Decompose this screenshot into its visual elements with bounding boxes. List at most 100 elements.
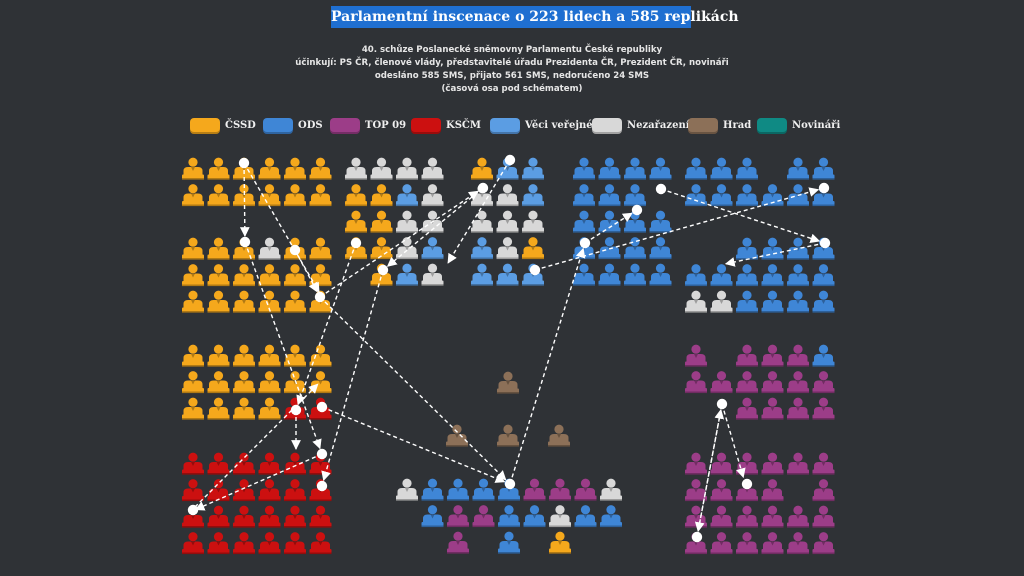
sender-node[interactable] [289, 244, 301, 256]
sender-node[interactable] [716, 398, 728, 410]
seat-cssd[interactable] [207, 371, 230, 394]
sender-node[interactable] [818, 182, 830, 194]
sender-node[interactable] [377, 264, 389, 276]
sender-node[interactable] [529, 264, 541, 276]
seat-kscm[interactable] [309, 532, 332, 555]
seat-top09[interactable] [761, 397, 784, 420]
seat-top09[interactable] [787, 344, 809, 367]
seat-cssd[interactable] [258, 344, 281, 367]
seat-cssd[interactable] [309, 157, 332, 180]
seat-top09[interactable] [761, 505, 784, 528]
seat-top09[interactable] [761, 452, 784, 475]
seat-cssd[interactable] [207, 397, 230, 420]
sender-node[interactable] [350, 237, 362, 249]
seat-ods[interactable] [498, 505, 520, 528]
seat-nez[interactable] [600, 478, 622, 501]
seat-ods[interactable] [472, 478, 495, 501]
sender-node[interactable] [631, 204, 643, 216]
seat-top09[interactable] [761, 344, 784, 367]
seat-ods[interactable] [812, 290, 835, 313]
seat-cssd[interactable] [370, 184, 393, 207]
seat-top09[interactable] [685, 505, 707, 528]
seat-ods[interactable] [649, 237, 672, 260]
seat-ods[interactable] [812, 157, 835, 180]
seat-ods[interactable] [624, 157, 646, 180]
seat-kscm[interactable] [309, 505, 332, 528]
sender-node[interactable] [314, 291, 326, 303]
seat-vv[interactable] [396, 263, 418, 286]
seat-kscm[interactable] [207, 532, 230, 555]
seat-ods[interactable] [649, 157, 672, 180]
seat-nez[interactable] [522, 210, 544, 233]
seat-cssd[interactable] [182, 184, 204, 207]
seat-vv[interactable] [522, 184, 544, 207]
seat-top09[interactable] [736, 371, 758, 394]
seat-cssd[interactable] [182, 237, 204, 260]
seat-cssd[interactable] [258, 397, 281, 420]
seat-ods[interactable] [736, 237, 758, 260]
seat-top09[interactable] [710, 452, 733, 475]
seat-ods[interactable] [787, 157, 809, 180]
seat-cssd[interactable] [258, 290, 281, 313]
seat-kscm[interactable] [258, 532, 281, 555]
sender-node[interactable] [239, 236, 251, 248]
seat-ods[interactable] [624, 184, 646, 207]
seat-hrad[interactable] [446, 424, 468, 447]
seat-ods[interactable] [736, 157, 758, 180]
seat-nez[interactable] [421, 263, 444, 286]
seat-top09[interactable] [787, 371, 809, 394]
seat-top09[interactable] [812, 397, 835, 420]
seat-cssd[interactable] [258, 264, 281, 287]
seat-nez[interactable] [345, 157, 367, 180]
seat-nez[interactable] [258, 237, 281, 260]
seat-top09[interactable] [787, 532, 809, 555]
sender-node[interactable] [504, 478, 516, 490]
seat-top09[interactable] [812, 479, 835, 502]
seat-cssd[interactable] [207, 157, 230, 180]
seat-vv[interactable] [496, 263, 519, 286]
seat-top09[interactable] [787, 397, 809, 420]
seat-hrad[interactable] [497, 424, 519, 447]
seat-ods[interactable] [761, 264, 784, 287]
seat-kscm[interactable] [207, 452, 230, 475]
seat-hrad[interactable] [548, 424, 570, 447]
seat-cssd[interactable] [233, 371, 255, 394]
seat-nez[interactable] [396, 157, 418, 180]
seat-kscm[interactable] [233, 505, 255, 528]
seat-top09[interactable] [710, 371, 733, 394]
seat-kscm[interactable] [284, 479, 306, 502]
seat-top09[interactable] [549, 478, 571, 501]
seat-ods[interactable] [736, 264, 758, 287]
seat-cssd[interactable] [284, 290, 306, 313]
seat-cssd[interactable] [284, 157, 306, 180]
seat-cssd[interactable] [258, 157, 281, 180]
seat-nez[interactable] [396, 478, 418, 501]
seat-ods[interactable] [787, 237, 809, 260]
seat-cssd[interactable] [549, 531, 571, 554]
seat-nez[interactable] [471, 210, 493, 233]
seat-kscm[interactable] [207, 505, 230, 528]
seat-ods[interactable] [573, 263, 595, 286]
seat-cssd[interactable] [284, 344, 306, 367]
seat-ods[interactable] [736, 184, 758, 207]
sender-node[interactable] [316, 401, 328, 413]
seat-kscm[interactable] [182, 532, 204, 555]
seat-top09[interactable] [685, 371, 707, 394]
sender-node[interactable] [741, 478, 753, 490]
seat-kscm[interactable] [182, 479, 204, 502]
seat-kscm[interactable] [233, 479, 255, 502]
seat-ods[interactable] [600, 505, 622, 528]
seat-kscm[interactable] [258, 452, 281, 475]
seat-ods[interactable] [812, 344, 835, 367]
seat-ods[interactable] [574, 505, 597, 528]
seat-ods[interactable] [787, 290, 809, 313]
seat-top09[interactable] [710, 532, 733, 555]
seat-ods[interactable] [447, 478, 469, 501]
seat-cssd[interactable] [284, 264, 306, 287]
seat-cssd[interactable] [182, 264, 204, 287]
seat-cssd[interactable] [284, 184, 306, 207]
seat-cssd[interactable] [345, 184, 367, 207]
seat-ods[interactable] [736, 290, 758, 313]
seat-nez[interactable] [396, 210, 418, 233]
seat-nez[interactable] [710, 290, 733, 313]
